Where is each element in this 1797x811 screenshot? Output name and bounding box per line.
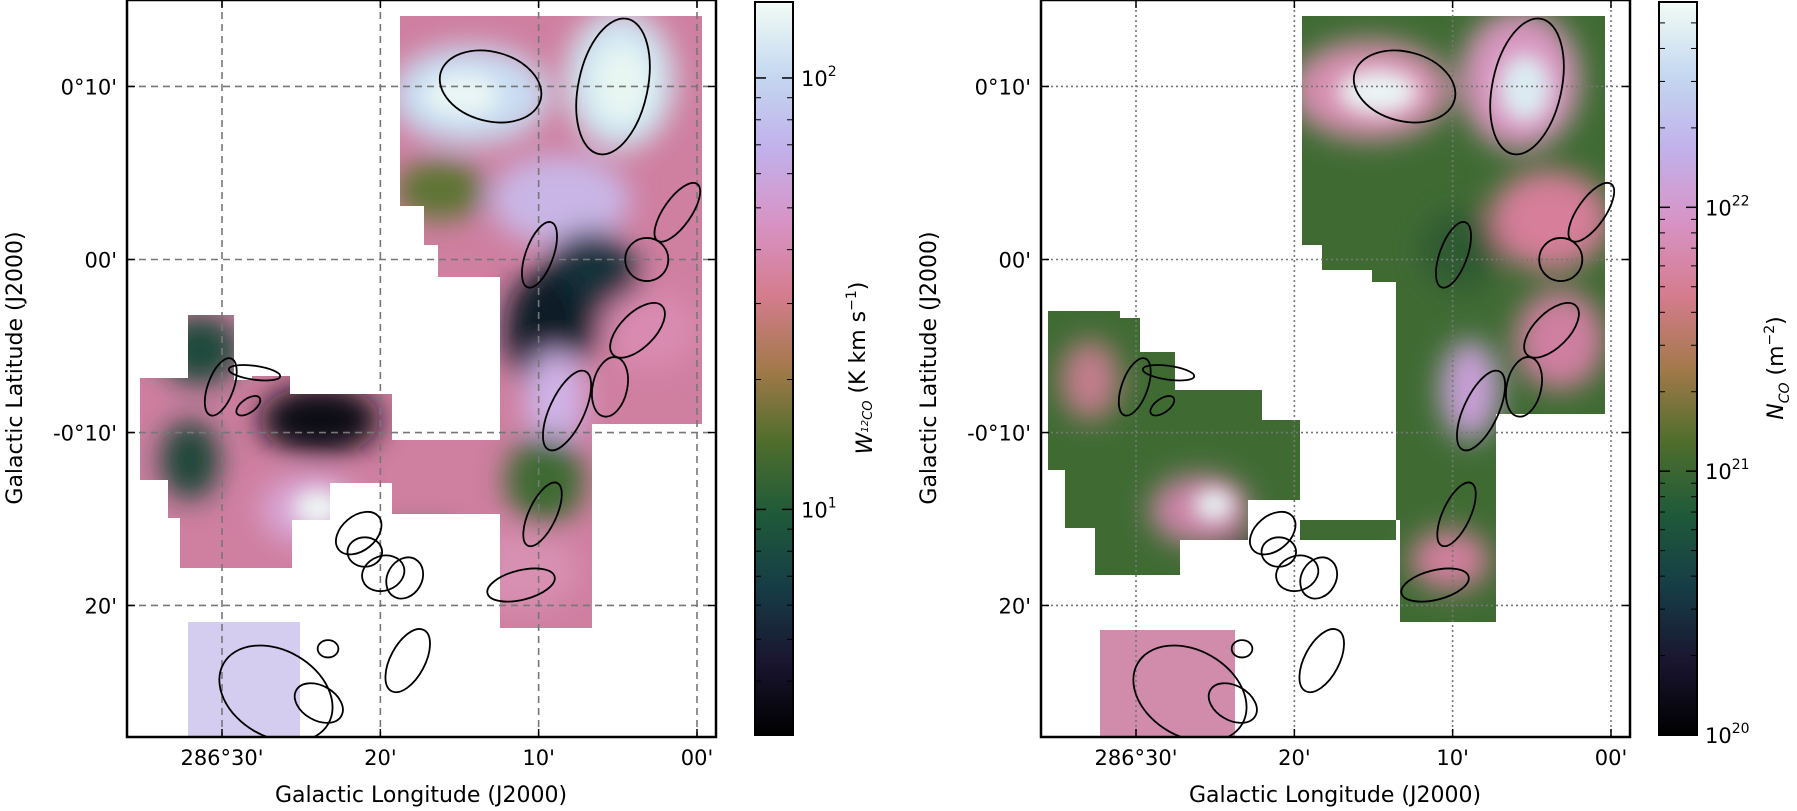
x-tick-label: 286°30' [180,746,263,770]
y-axis-title-left: Galactic Latitude (J2000) [3,231,28,504]
colorbar-right-gradient [1658,1,1698,736]
y-tick-label: 00' [999,249,1032,273]
source-ellipse [1132,644,1248,737]
source-ellipse [1456,369,1507,452]
source-ellipse [203,357,238,417]
y-tick-label: -0°10' [967,422,1031,446]
source-ellipse [1117,357,1152,417]
source-ellipse [1275,554,1320,593]
source-ellipse [542,369,593,452]
y-tick-label: 0°10' [975,75,1031,99]
ticks-right: 286°30' 20' 10' 00' 0°10' 00' -0°10' 20' [967,0,1630,770]
colorbar-left-gradient [754,1,794,736]
x-tick-label: 20' [1278,746,1311,770]
colorbar-right: 1020 1021 1022 [1658,1,1750,748]
y-tick-label: 0°10' [61,75,117,99]
colorbar-right-title: NCO (m−2) [1762,316,1793,420]
x-axis-title-right: Galactic Longitude (J2000) [1189,783,1481,808]
source-ellipse [1249,510,1297,556]
source-ellipse [1538,237,1584,282]
panel-left: 286°30' 20' 10' 00' 0°10' 00' -0°10' 20' [53,0,718,770]
source-ellipse [1149,395,1176,417]
source-ellipse [1436,481,1477,548]
x-tick-label: 20' [364,746,397,770]
source-ellipse [522,481,563,548]
colorbar-left-title: W12CO (K km s−1) [844,282,878,455]
source-ellipse [1400,567,1470,603]
colorbar-right-title-text: NCO (m−2) [1762,316,1793,420]
source-ellipse [1230,639,1254,659]
colorbar-tick-label: 1022 [1705,193,1750,220]
source-ellipse [1352,49,1457,124]
cb-left-close: ) [846,282,871,291]
x-tick-label: 10' [1436,746,1469,770]
y-tick-label: 20' [85,594,118,618]
source-ellipse [1298,628,1345,694]
source-ellipse [293,682,344,724]
cb-right-close: ) [1764,316,1789,325]
source-ellipse [591,356,629,418]
cb-right-main: N [1764,403,1789,419]
colorbar-left: 101 102 [754,1,837,736]
source-ellipse [235,395,262,417]
source-ellipse [316,639,340,659]
panel-right: 286°30' 20' 10' 00' 0°10' 00' -0°10' 20' [967,0,1632,770]
colorbar-right-ticks: 1020 1021 1022 [1659,22,1750,748]
frame-left [125,0,718,739]
source-ellipse [1505,356,1543,418]
ticks-left: 286°30' 20' 10' 00' 0°10' 00' -0°10' 20' [53,0,716,770]
colorbar-tick-label: 1021 [1705,457,1750,484]
y-tick-label: 20' [999,594,1032,618]
source-ellipse [438,49,543,124]
ellipses-left [203,17,702,737]
x-tick-label: 00' [681,746,714,770]
grid-right [1041,0,1630,737]
x-tick-label: 00' [1595,746,1628,770]
colorbar-tick-label: 1020 [1705,721,1750,748]
map-patch-left [188,622,300,737]
colorbar-left-title-text: W12CO (K km s−1) [844,282,878,455]
map-patch-right [1100,630,1235,737]
source-ellipse [335,510,383,556]
colorbar-tick-label: 102 [801,64,837,91]
source-ellipse [575,17,651,156]
cb-left-main: W [853,431,878,454]
source-ellipse [521,221,558,289]
frame-right [1039,0,1632,739]
source-ellipse [486,567,556,603]
y-tick-label: 00' [85,249,118,273]
source-ellipse [385,556,425,600]
cb-right-units: (m [1764,345,1789,382]
colorbar-tick-label: 101 [801,495,837,522]
x-axis-title-left: Galactic Longitude (J2000) [275,783,567,808]
cb-right-sub: CO [1777,382,1793,403]
source-ellipse [609,302,666,359]
colorbar-left-ticks: 101 102 [755,64,837,682]
source-ellipse [1141,364,1196,382]
y-axis-title-right: Galactic Latitude (J2000) [917,231,942,504]
source-ellipse [1523,302,1580,359]
source-ellipse [218,644,334,737]
x-tick-label: 286°30' [1094,746,1177,770]
y-tick-label: -0°10' [53,422,117,446]
cb-right-exp: −2 [1762,325,1778,346]
source-ellipse [1207,682,1258,724]
source-ellipse [384,628,431,694]
x-tick-label: 10' [522,746,555,770]
cb-left-units: (K km s [846,311,871,401]
source-ellipse [361,554,406,593]
source-ellipse [1435,221,1472,289]
source-ellipse [1489,17,1565,156]
source-ellipse [1299,556,1339,600]
ellipses-right [1117,17,1616,737]
source-ellipse [624,237,670,282]
cb-left-sub-co: CO [861,401,876,420]
cb-left-sub: 12CO [860,401,876,433]
source-ellipse [227,364,282,382]
grid-left [127,0,716,737]
cb-left-exp: −1 [844,290,860,311]
cb-left-sub-iso: 12 [860,420,871,433]
